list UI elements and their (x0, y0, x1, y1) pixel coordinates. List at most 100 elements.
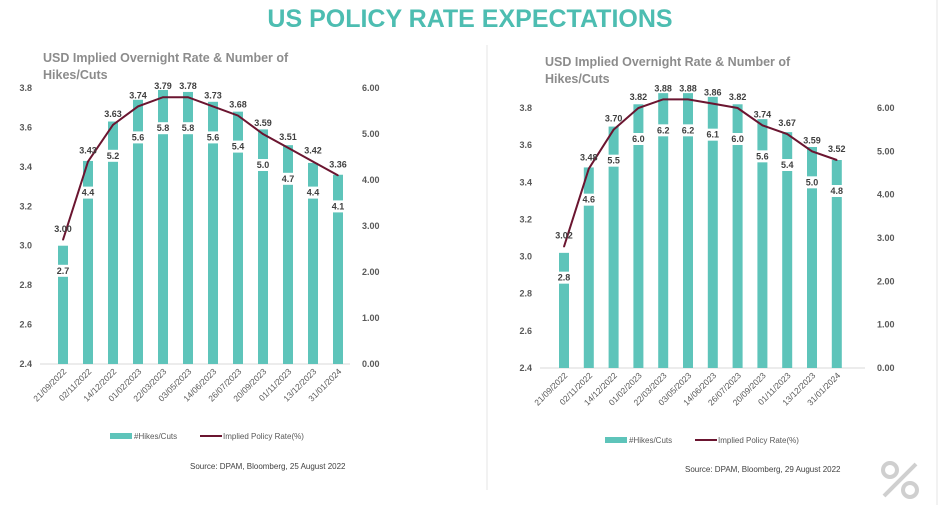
y-right-tick-label: 3.00 (362, 221, 380, 231)
bar (583, 167, 594, 368)
line-data-label: 3.00 (54, 224, 72, 234)
y-left-tick-label: 3.0 (519, 252, 532, 262)
y-right-tick-label: 3.00 (877, 233, 895, 243)
bar-label-bg (728, 133, 747, 145)
bar-data-label: 5.0 (806, 177, 819, 187)
legend-label-hikes: #Hikes/Cuts (629, 436, 672, 445)
bar-data-label: 5.0 (257, 160, 270, 170)
line-data-label: 3.51 (279, 132, 297, 142)
line-data-label: 3.67 (778, 118, 796, 128)
percent-logo-icon (881, 461, 919, 499)
line-series-implied-policy-rate (563, 98, 838, 247)
bar-label-bg (803, 176, 821, 189)
bar-label-bg (179, 122, 197, 135)
line-data-label: 3.68 (229, 100, 247, 110)
bar (233, 111, 243, 365)
y-left-tick-label: 3.2 (519, 214, 532, 224)
bar-data-label: 5.5 (607, 156, 620, 166)
bar-data-label: 6.2 (657, 125, 670, 135)
bar-data-label: 5.6 (756, 151, 769, 161)
bar (807, 147, 817, 368)
source-note: Source: DPAM, Bloomberg, 29 August 2022 (685, 465, 841, 474)
bar (683, 93, 693, 369)
legend-swatch-hikes (605, 437, 627, 443)
line-data-label: 3.79 (154, 81, 172, 91)
y-right-tick-label: 5.00 (362, 129, 380, 139)
y-right-tick-label: 4.00 (362, 175, 380, 185)
line-data-label: 3.88 (679, 83, 697, 93)
line-data-label: 3.73 (204, 90, 222, 100)
bar (782, 132, 793, 368)
line-point (87, 160, 89, 163)
line-data-label: 3.59 (254, 118, 272, 128)
line-data-label: 3.86 (704, 88, 722, 98)
bar-label-bg (204, 131, 222, 144)
legend-label-rate: Implied Policy Rate(%) (223, 432, 304, 441)
bar-data-label: 6.1 (707, 130, 720, 140)
bar (608, 126, 619, 368)
bar (732, 104, 743, 369)
page-title: US POLICY RATE EXPECTATIONS (267, 5, 672, 33)
line-data-label: 3.52 (828, 144, 846, 154)
bar-label-bg (154, 122, 172, 135)
bar-label-bg (329, 200, 347, 213)
bar (258, 129, 268, 364)
bar (108, 121, 118, 364)
bar-data-label: 5.6 (207, 132, 220, 142)
line-point (262, 133, 264, 135)
bar (58, 245, 68, 364)
line-data-label: 3.43 (79, 146, 97, 156)
bar-label-bg (604, 154, 623, 167)
legend-swatch-hikes (110, 433, 132, 439)
line-point (563, 245, 565, 248)
line-data-label: 3.82 (630, 92, 648, 102)
line-series-implied-policy-rate (62, 96, 339, 241)
y-left-tick-label: 2.4 (19, 359, 32, 369)
bar-label-bg (703, 128, 722, 141)
line-point (162, 96, 164, 98)
y-left-tick-label: 3.8 (519, 103, 532, 113)
bar-data-label: 2.8 (558, 273, 571, 283)
y-left-tick-label: 3.0 (19, 241, 32, 251)
bar-data-label: 6.0 (731, 134, 744, 144)
bar-label-bg (104, 149, 122, 162)
legend-label-hikes: #Hikes/Cuts (134, 432, 177, 441)
y-left-tick-label: 2.6 (519, 326, 532, 336)
line-data-label: 3.42 (304, 146, 322, 156)
y-left-tick-label: 3.4 (519, 177, 532, 187)
line-point (137, 105, 139, 108)
chart-1: USD Implied Overnight Rate & Number of Hi… (19, 51, 379, 471)
line-point (237, 114, 239, 117)
bar (658, 93, 669, 369)
bar (831, 160, 842, 368)
line-point (62, 239, 64, 241)
bar-data-label: 4.6 (583, 195, 596, 205)
bar-data-label: 4.7 (282, 174, 295, 184)
line-data-label: 3.48 (580, 153, 598, 163)
bar-label-bg (54, 264, 72, 277)
y-left-tick-label: 2.8 (519, 289, 532, 299)
bar (133, 99, 143, 364)
line-point (687, 98, 689, 101)
line-point (662, 98, 664, 101)
bar (559, 252, 569, 368)
y-right-tick-label: 1.00 (877, 320, 895, 330)
bar-label-bg (254, 159, 272, 171)
bar-data-label: 2.7 (57, 266, 70, 276)
line-point (836, 159, 838, 161)
bar-label-bg (654, 124, 673, 137)
y-right-tick-label: 6.00 (362, 83, 380, 93)
line-point (612, 128, 615, 131)
bar (83, 160, 93, 364)
y-right-tick-label: 1.00 (362, 313, 380, 323)
bar (707, 96, 718, 368)
line-point (712, 102, 714, 105)
bar-data-label: 4.4 (82, 188, 95, 198)
line-point (187, 96, 189, 98)
bar-data-label: 4.4 (307, 188, 320, 198)
bar (333, 174, 343, 364)
y-right-tick-label: 2.00 (362, 267, 380, 277)
bar-label-bg (304, 186, 322, 199)
y-right-tick-label: 4.00 (877, 190, 895, 200)
line-point (761, 124, 764, 127)
